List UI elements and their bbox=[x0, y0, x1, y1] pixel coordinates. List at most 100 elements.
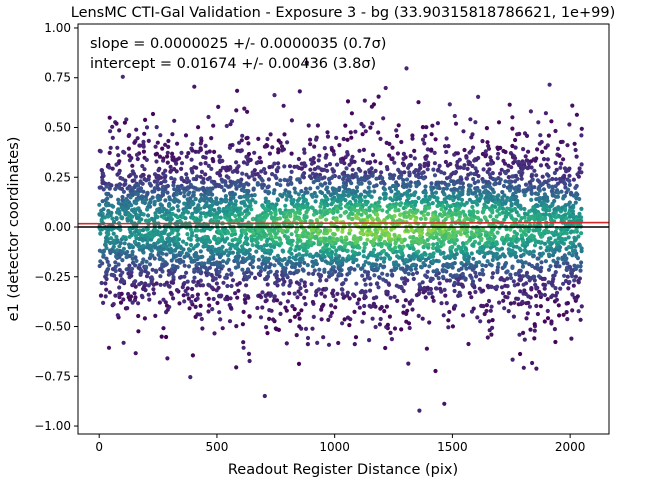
scatter-point bbox=[142, 167, 147, 172]
scatter-point bbox=[546, 133, 552, 138]
scatter-point bbox=[132, 140, 137, 145]
scatter-point bbox=[129, 273, 134, 278]
scatter-point bbox=[552, 327, 558, 332]
scatter-point bbox=[466, 172, 471, 177]
scatter-point bbox=[533, 282, 538, 287]
scatter-point bbox=[417, 291, 422, 296]
scatter-point bbox=[133, 295, 138, 300]
scatter-point bbox=[476, 94, 481, 99]
scatter-point bbox=[334, 248, 339, 253]
scatter-point bbox=[184, 251, 189, 256]
scatter-point bbox=[500, 291, 506, 296]
scatter-point bbox=[524, 133, 530, 138]
scatter-point bbox=[237, 140, 242, 145]
scatter-point bbox=[566, 245, 571, 250]
scatter-point bbox=[402, 170, 407, 175]
scatter-point bbox=[461, 313, 466, 318]
scatter-point bbox=[496, 120, 502, 125]
scatter-point bbox=[487, 262, 492, 267]
scatter-point bbox=[397, 196, 403, 201]
scatter-point bbox=[126, 133, 131, 139]
scatter-point bbox=[427, 320, 432, 325]
scatter-point bbox=[413, 266, 418, 271]
scatter-point bbox=[503, 261, 509, 266]
scatter-point bbox=[512, 300, 517, 305]
scatter-point bbox=[287, 255, 292, 260]
scatter-point bbox=[282, 132, 287, 137]
scatter-point bbox=[115, 313, 120, 318]
scatter-point bbox=[114, 216, 119, 221]
scatter-point bbox=[315, 185, 320, 190]
scatter-point bbox=[529, 233, 534, 238]
scatter-point bbox=[250, 173, 255, 178]
scatter-point bbox=[567, 178, 572, 183]
scatter-point bbox=[186, 192, 191, 197]
scatter-point bbox=[473, 270, 478, 275]
scatter-point bbox=[127, 263, 132, 268]
scatter-point bbox=[171, 193, 176, 198]
scatter-point bbox=[195, 312, 200, 317]
scatter-point bbox=[499, 167, 504, 172]
scatter-point bbox=[195, 228, 200, 233]
scatter-point bbox=[534, 197, 539, 202]
scatter-point bbox=[419, 171, 425, 176]
scatter-point bbox=[521, 252, 526, 257]
scatter-point bbox=[360, 273, 365, 278]
scatter-point bbox=[395, 298, 400, 303]
scatter-point bbox=[444, 176, 450, 181]
scatter-point bbox=[392, 326, 398, 331]
scatter-point bbox=[308, 186, 313, 191]
scatter-point bbox=[472, 158, 477, 163]
scatter-point bbox=[394, 133, 400, 139]
scatter-point bbox=[460, 241, 466, 246]
scatter-point bbox=[265, 242, 270, 248]
scatter-point bbox=[578, 268, 583, 273]
scatter-point bbox=[478, 319, 483, 324]
scatter-point bbox=[303, 302, 308, 307]
scatter-point bbox=[562, 273, 567, 278]
scatter-point bbox=[553, 339, 558, 345]
scatter-point bbox=[152, 202, 157, 207]
scatter-point bbox=[318, 204, 323, 209]
scatter-point bbox=[166, 138, 171, 144]
scatter-point bbox=[576, 174, 582, 179]
scatter-point bbox=[528, 327, 533, 332]
scatter-point bbox=[531, 274, 536, 279]
scatter-point bbox=[531, 228, 536, 233]
scatter-point bbox=[231, 204, 236, 210]
scatter-point bbox=[503, 283, 508, 288]
scatter-point bbox=[280, 277, 286, 282]
scatter-point bbox=[154, 125, 159, 130]
scatter-point bbox=[352, 309, 357, 314]
scatter-point bbox=[242, 293, 248, 298]
scatter-point bbox=[208, 212, 213, 218]
scatter-point bbox=[323, 181, 328, 186]
scatter-point bbox=[167, 236, 172, 241]
scatter-point bbox=[101, 248, 106, 253]
scatter-point bbox=[295, 233, 300, 238]
scatter-point bbox=[348, 266, 354, 271]
scatter-point bbox=[136, 301, 141, 306]
scatter-point bbox=[243, 203, 248, 208]
scatter-point bbox=[206, 192, 211, 197]
scatter-point bbox=[162, 175, 167, 180]
scatter-point bbox=[488, 155, 493, 160]
scatter-point bbox=[278, 311, 283, 316]
scatter-point bbox=[468, 117, 473, 122]
scatter-point bbox=[313, 293, 319, 298]
scatter-point bbox=[546, 165, 551, 170]
scatter-point bbox=[444, 200, 449, 205]
scatter-point bbox=[334, 135, 339, 140]
scatter-point bbox=[287, 291, 292, 296]
scatter-point bbox=[409, 298, 415, 303]
scatter-point bbox=[202, 205, 207, 210]
scatter-point bbox=[459, 261, 464, 266]
scatter-point bbox=[227, 145, 232, 150]
scatter-point bbox=[142, 316, 147, 321]
scatter-point bbox=[437, 163, 442, 168]
scatter-point bbox=[350, 249, 355, 254]
scatter-point bbox=[122, 182, 127, 187]
scatter-point bbox=[389, 337, 394, 342]
scatter-point bbox=[296, 192, 301, 197]
